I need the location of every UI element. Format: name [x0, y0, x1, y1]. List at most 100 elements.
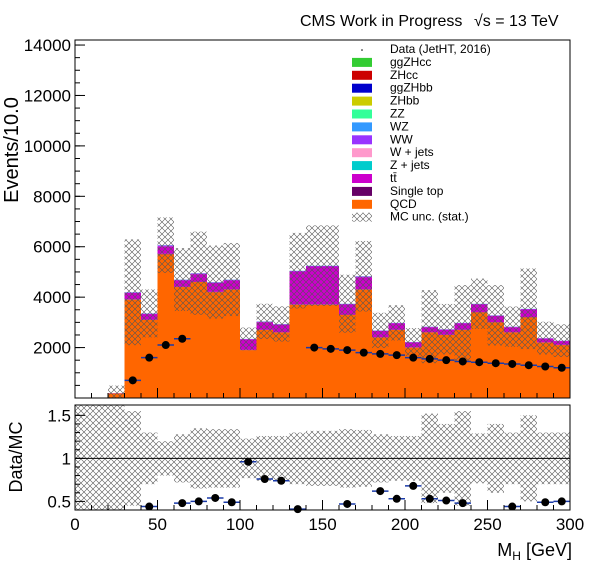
ratio-xtick-label-6: 300	[556, 515, 584, 534]
cms-label: CMS Work in Progress	[300, 13, 462, 30]
legend-swatch-7	[352, 135, 372, 145]
mc-unc-bin-25	[487, 285, 504, 346]
data-point-14	[491, 359, 500, 368]
energy-label: √s = 13 TeV	[474, 13, 559, 30]
stack-bar-0-12	[273, 332, 290, 398]
data-point-15	[508, 359, 517, 368]
ratio-panel: 0.5 1 1.5 0 50 100 150 200 250 300 Data/MC MH [G…	[6, 404, 584, 563]
ratio-uncertainty-band	[75, 405, 570, 510]
legend-swatch-6	[352, 122, 372, 132]
ratio-xtick-label-1: 50	[148, 515, 167, 534]
mc-unc-bin-16	[339, 274, 356, 333]
ratio-point-14	[442, 496, 451, 505]
data-point-8	[392, 351, 401, 360]
mc-unc-bin-6	[174, 248, 191, 312]
main-ytick-label-3: 8000	[33, 187, 71, 206]
data-point-7	[376, 349, 385, 358]
mc-unc-bin-13	[289, 232, 306, 309]
mc-unc-bin-18	[372, 312, 389, 349]
main-x-ticks	[74, 388, 571, 398]
legend-swatch-8	[352, 148, 372, 158]
legend-swatch-9	[352, 161, 372, 171]
stack-bar-0-11	[256, 329, 273, 398]
mc-unc-bin-9	[223, 242, 240, 317]
legend-swatch-3	[352, 83, 372, 93]
data-point-4	[326, 344, 335, 353]
data-point-5	[343, 346, 352, 355]
main-panel: 2000 4000 6000 8000 10000 12000 14000 Events/1…	[1, 36, 571, 399]
stack-bar-0-19	[388, 329, 405, 398]
mc-unc-bin-24	[471, 278, 488, 329]
ratio-xtick-label-0: 0	[70, 515, 79, 534]
legend-label-9: Z + jets	[390, 158, 430, 172]
data-point-18	[557, 363, 566, 372]
stack-bar-0-5	[157, 254, 174, 398]
legend-label-7: WW	[390, 132, 413, 146]
ratio-xtick-label-4: 200	[391, 515, 419, 534]
stack-bar-0-17	[355, 289, 372, 398]
mc-unc-bin-3	[124, 239, 141, 346]
legend-label-12: QCD	[390, 197, 417, 211]
stack-bar-0-24	[471, 312, 488, 398]
legend-label-4: ZHbb	[390, 94, 420, 108]
legend-label-6: WZ	[390, 119, 409, 133]
mc-unc-bin-14	[306, 225, 323, 307]
stack-bar-0-16	[339, 314, 356, 398]
mc-unc-bin-20	[405, 328, 422, 356]
stack-bar-0-9	[223, 289, 240, 398]
legend-label-0: Data (JetHT, 2016)	[390, 42, 491, 56]
ratio-point-13	[425, 494, 434, 503]
mc-unc-bin-29	[553, 324, 570, 358]
ratio-ytick-label-2: 1.5	[47, 406, 71, 425]
stack-bar-0-13	[289, 304, 306, 398]
ratio-unc-bin-0	[75, 405, 92, 510]
ratio-y-axis: 0.5 1 1.5	[47, 406, 85, 511]
ratio-point-10	[376, 487, 385, 496]
data-point-17	[541, 362, 550, 371]
data-point-11	[442, 356, 451, 365]
legend-swatch-2	[352, 70, 372, 80]
mc-unc-bin-7	[190, 231, 207, 315]
data-point-19	[128, 376, 137, 385]
ratio-xtick-label-5: 250	[473, 515, 501, 534]
legend-label-1: ggZHcc	[390, 55, 431, 69]
data-point-9	[409, 353, 418, 362]
ratio-point-4	[227, 498, 236, 507]
legend-swatch-12	[352, 199, 372, 209]
ratio-point-15	[458, 499, 467, 508]
mc-unc-bin-28	[537, 321, 554, 355]
stack-bar-0-10	[240, 350, 257, 398]
ratio-point-11	[392, 494, 401, 503]
main-ytick-label-4: 10000	[24, 137, 71, 156]
legend: Data (JetHT, 2016)ggZHccZHccggZHbbZHbbZZ…	[352, 42, 491, 224]
mc-unc-bin-4	[141, 289, 158, 338]
mc-unc-bin-26	[504, 306, 521, 347]
mc-unc-bin-15	[322, 225, 339, 307]
mc-unc-bin-2	[108, 385, 125, 398]
ratio-unc-bin-1	[91, 405, 108, 510]
mc-unc-bin-11	[256, 303, 273, 340]
ratio-point-6	[260, 475, 269, 484]
ratio-point-17	[541, 498, 550, 507]
ratio-point-12	[409, 481, 418, 490]
mc-uncertainty-band	[108, 217, 570, 398]
ratio-xtick-label-3: 150	[308, 515, 336, 534]
legend-swatch-5	[352, 109, 372, 119]
legend-label-2: ZHcc	[390, 68, 418, 82]
ratio-ytick-label-0: 0.5	[47, 492, 71, 511]
legend-swatch-13	[352, 212, 372, 222]
mc-unc-bin-17	[355, 240, 372, 312]
legend-label-13: MC unc. (stat.)	[390, 210, 469, 224]
stack-bar-0-18	[372, 337, 389, 398]
ratio-point-8	[293, 505, 302, 514]
ratio-x-axis: 0 50 100 150 200 250 300	[70, 500, 584, 534]
legend-label-3: ggZHbb	[390, 81, 433, 95]
data-point-3	[310, 343, 319, 352]
legend-label-11: Single top	[390, 184, 444, 198]
data-point-13	[475, 358, 484, 367]
ratio-xtick-label-2: 100	[226, 515, 254, 534]
data-point-6	[359, 348, 368, 357]
ratio-point-16	[508, 502, 517, 511]
ratio-point-1	[178, 499, 187, 508]
